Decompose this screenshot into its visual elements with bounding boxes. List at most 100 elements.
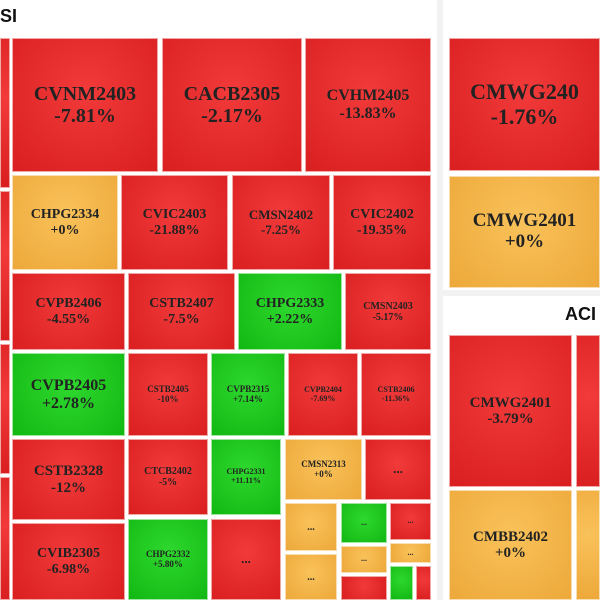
tile[interactable]: CACB2305 -2.17%	[162, 38, 302, 172]
tile[interactable]: CSTB2328 -12%	[12, 439, 125, 520]
tile-label: CVIC2402	[350, 207, 414, 223]
tile-change: -5%	[158, 477, 178, 488]
tile-label: CMSN2313	[301, 458, 346, 469]
tile-change: +0%	[50, 222, 80, 238]
tile-label: CSTB2406	[377, 384, 415, 394]
tile[interactable]: CHPG2334 +0%	[12, 175, 118, 270]
tile-change: -13.83%	[339, 105, 397, 122]
tile-change: +11.11%	[231, 476, 261, 485]
tile[interactable]: CSTB2406 -11.36%	[361, 353, 431, 436]
tile-label: ...	[307, 521, 315, 533]
tile-label: CHPG2331	[226, 467, 266, 477]
tile[interactable]: CVNM2403 -7.81%	[12, 38, 158, 172]
tile[interactable]: CMSN2402 -7.25%	[232, 175, 330, 270]
tile[interactable]	[0, 477, 10, 600]
tile-change: -1.76%	[490, 103, 559, 129]
tile[interactable]: ...	[365, 439, 431, 500]
tile-change: -19.35%	[356, 222, 408, 238]
tile[interactable]: CVPB2406 -4.55%	[12, 273, 125, 350]
tile-label: CMSN2403	[363, 300, 413, 312]
tile-label: CVHM2405	[326, 87, 410, 105]
tile-label: CVPB2406	[35, 296, 102, 312]
tile-label: ...	[361, 517, 367, 527]
tile[interactable]	[416, 566, 431, 600]
tile-change: -11.36%	[381, 393, 411, 403]
tile-change: -12%	[51, 479, 86, 496]
tile[interactable]: CVIC2403 -21.88%	[121, 175, 228, 270]
tile-label: CVPB2404	[304, 384, 342, 394]
tile-change: +2.22%	[266, 311, 314, 327]
tile-label: CVIC2403	[142, 207, 207, 223]
tile-label: CSTB2405	[147, 383, 189, 394]
tile[interactable]: CVIC2402 -19.35%	[333, 175, 431, 270]
tile[interactable]: ...	[211, 519, 281, 600]
tile-label: CHPG2333	[255, 296, 325, 312]
tile-change: -21.88%	[149, 222, 200, 238]
tile-label: CHPG2334	[30, 207, 100, 223]
tile[interactable]: CMWG2401 -3.79%	[449, 335, 572, 487]
tile-label: CMBB2402	[473, 528, 548, 545]
tile[interactable]	[0, 344, 10, 474]
panel-title: ACI	[565, 304, 596, 324]
tile[interactable]: CVIB2305 -6.98%	[12, 523, 125, 600]
tile-label: CACB2305	[183, 83, 281, 105]
tile[interactable]: CMSN2403 -5.17%	[345, 273, 431, 350]
tile-change: +0%	[314, 468, 333, 479]
tile[interactable]: ...	[390, 543, 431, 563]
tile-label: CVPB2315	[226, 383, 270, 394]
tile-label: CMWG2401	[469, 394, 552, 411]
tile-change: -7.5%	[163, 311, 200, 327]
tile-change: -5.17%	[372, 311, 404, 323]
tile[interactable]	[0, 38, 10, 188]
tile[interactable]	[576, 490, 600, 600]
tile-label: CVNM2403	[33, 83, 137, 105]
tile-change: -7.69%	[310, 393, 336, 403]
tile-label: CVIB2305	[36, 546, 100, 562]
tile-change: -2.17%	[201, 105, 263, 127]
tile-change: +0%	[504, 231, 545, 252]
tile-label: ...	[407, 547, 414, 557]
tile[interactable]: CTCB2402 -5%	[128, 439, 208, 515]
tile-label: ...	[241, 551, 251, 567]
tile-label: CMWG240	[470, 79, 579, 105]
tile[interactable]: ...	[341, 546, 387, 573]
tile[interactable]: ...	[285, 503, 337, 551]
tile[interactable]: CVPB2405 +2.78%	[12, 353, 125, 436]
tile[interactable]: CMWG2401 +0%	[449, 176, 600, 288]
tile-change: -7.25%	[260, 221, 302, 237]
tile[interactable]: CMWG240 -1.76%	[449, 38, 600, 171]
tile-label: ...	[407, 516, 414, 526]
tile-label: CSTB2407	[149, 296, 214, 312]
tile[interactable]: ...	[285, 554, 337, 600]
tile-label: ...	[393, 461, 403, 477]
panel-title: SI	[0, 6, 18, 26]
tile[interactable]	[341, 576, 387, 600]
tile[interactable]	[390, 566, 413, 600]
tile[interactable]: CSTB2405 -10%	[128, 353, 208, 436]
tile[interactable]	[576, 335, 600, 487]
tile[interactable]: CHPG2332 +5.80%	[128, 519, 208, 600]
tile-change: -4.55%	[46, 311, 91, 327]
tile[interactable]: CHPG2331 +11.11%	[211, 439, 281, 515]
tile-change: -6.98%	[46, 561, 91, 577]
tile-label: CMWG2401	[472, 210, 577, 232]
tile[interactable]: CMBB2402 +0%	[449, 490, 572, 600]
tile-label: CSTB2328	[33, 463, 104, 479]
tile[interactable]: CSTB2407 -7.5%	[128, 273, 235, 350]
tile-change: +0%	[494, 545, 527, 561]
tile-label: CTCB2402	[144, 466, 192, 477]
tile[interactable]: ...	[341, 503, 387, 543]
tile-change: -7.81%	[54, 105, 116, 127]
tile-change: +7.14%	[233, 393, 263, 404]
tile[interactable]: CVHM2405 -13.83%	[305, 38, 431, 172]
tile[interactable]: CHPG2333 +2.22%	[238, 273, 342, 350]
tile-change: -10%	[157, 393, 179, 404]
tile[interactable]: CMSN2313 +0%	[285, 439, 362, 500]
tile-label: ...	[361, 554, 367, 564]
tile-change: +2.78%	[41, 394, 96, 412]
tile[interactable]	[0, 191, 10, 341]
tile[interactable]: CVPB2315 +7.14%	[211, 353, 285, 436]
tile[interactable]: CVPB2404 -7.69%	[288, 353, 358, 436]
tile[interactable]: ...	[390, 503, 431, 540]
